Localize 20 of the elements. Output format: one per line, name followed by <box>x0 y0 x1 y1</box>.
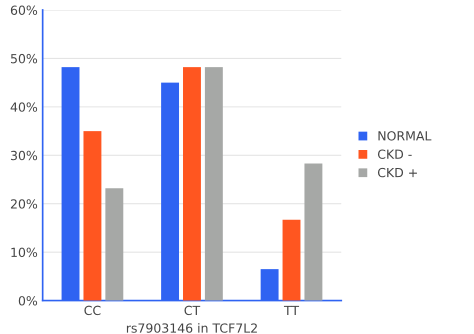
x-axis-title: rs7903146 in TCF7L2 <box>126 323 257 333</box>
bar <box>183 67 201 301</box>
bar <box>105 188 124 301</box>
x-tick-label: TT <box>284 306 300 315</box>
bar <box>204 67 223 301</box>
y-tick-label: 0% <box>18 296 38 306</box>
legend-label: NORMAL <box>378 131 432 141</box>
x-tick-label: CT <box>184 306 200 316</box>
legend-label: CKD - <box>378 149 412 159</box>
bar <box>304 164 322 301</box>
y-tick-label: 50% <box>10 54 38 64</box>
y-tick-label: 10% <box>11 248 38 258</box>
y-tick-label: 20% <box>10 199 38 209</box>
y-tick-label: 30% <box>10 150 38 160</box>
bar <box>282 220 300 301</box>
bar <box>83 131 102 301</box>
y-tick-label: 40% <box>10 102 38 112</box>
y-tick-label: 60% <box>10 5 38 15</box>
legend-label: CKD + <box>378 168 417 178</box>
x-tick-label: CC <box>84 306 100 316</box>
